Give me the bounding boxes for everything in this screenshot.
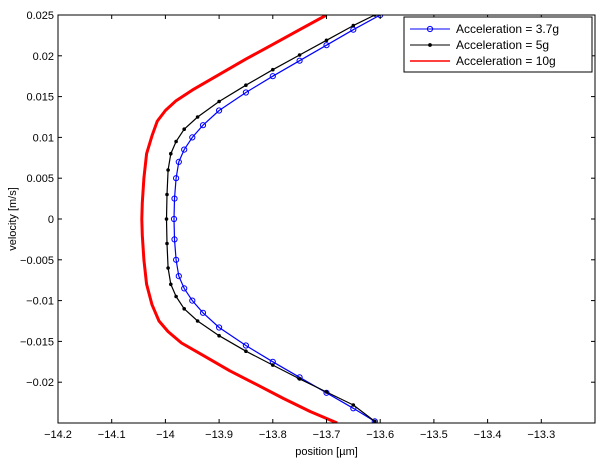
- y-tick-label: 0.025: [26, 10, 54, 22]
- y-tick-label: 0.015: [26, 92, 54, 104]
- y-tick-label: −0.015: [20, 336, 54, 348]
- series-2-point-3: [297, 53, 302, 57]
- series-1-point-11: [173, 175, 180, 182]
- legend-marker-5g: [428, 43, 432, 47]
- legend-label-3-7g: Acceleration = 3.7g: [456, 22, 559, 36]
- series-1-point-9: [181, 146, 188, 153]
- series-1-point-26: [371, 418, 378, 423]
- y-tick-label: −0.005: [20, 255, 54, 267]
- series-2-point-2: [324, 38, 329, 43]
- legend-entry-3: Acceleration = 10g: [410, 54, 556, 68]
- x-axis-title: position [µm]: [295, 446, 358, 458]
- series-2-point-9: [174, 139, 178, 144]
- series-1-point-14: [171, 236, 178, 243]
- series-2-point-12: [165, 192, 169, 197]
- series-line-3: [140, 15, 338, 423]
- series-2-point-11: [166, 168, 170, 172]
- series-layer: [140, 15, 384, 423]
- series-1-point-4: [269, 73, 276, 80]
- x-tick-label: −13.5: [420, 429, 448, 441]
- series-1-point-7: [199, 122, 207, 129]
- y-tick-label: −0.01: [26, 296, 54, 308]
- series-2-point-24: [324, 390, 329, 394]
- x-tick-label: −14: [156, 429, 175, 441]
- series-1-point-20: [216, 324, 223, 331]
- legend: Acceleration = 3.7g Acceleration = 5g Ac…: [403, 16, 593, 73]
- x-tick-label: −13.9: [205, 429, 233, 441]
- series-1-point-8: [189, 134, 196, 141]
- series-1-point-19: [199, 309, 207, 316]
- y-axis-title: velocity [m/s]: [7, 187, 19, 251]
- series-2-point-17: [174, 294, 178, 299]
- series-2-point-13: [164, 217, 169, 221]
- x-tick-label: −13.4: [474, 429, 502, 441]
- series-2-point-6: [217, 99, 221, 104]
- legend-marker-3-7g: [426, 25, 434, 33]
- y-tick-label: −0.02: [26, 377, 54, 389]
- legend-label-10g: Acceleration = 10g: [456, 54, 556, 68]
- series-2-point-22: [271, 363, 275, 367]
- x-tick-label: −14.2: [44, 429, 72, 441]
- series-2-point-1: [351, 23, 356, 28]
- y-tick-label: 0.005: [26, 173, 54, 185]
- series-2-point-15: [166, 266, 170, 270]
- y-tick-label: 0.01: [33, 132, 54, 144]
- series-2-point-16: [169, 282, 173, 287]
- series-1-point-10: [175, 158, 182, 165]
- x-tick-label: −13.8: [259, 429, 287, 441]
- y-tick-label: 0: [48, 214, 54, 226]
- series-2-point-18: [182, 307, 186, 311]
- tick-layer: −14.2 −14.1 −14 −13.9 −13.8 −13.7 −13.6 −13.5 −1…: [20, 10, 595, 441]
- x-tick-label: −14.1: [98, 429, 126, 441]
- series-1-point-21: [242, 342, 249, 349]
- y-tick-label: 0.02: [33, 51, 54, 63]
- series-1-point-13: [170, 215, 178, 223]
- series-line-1: [173, 15, 381, 422]
- series-2-point-23: [297, 377, 302, 381]
- legend-box: [403, 16, 593, 73]
- series-2-point-10: [169, 151, 173, 156]
- series-1-point-18: [189, 297, 196, 304]
- series-2-point-25: [351, 403, 356, 407]
- series-1-point-16: [175, 273, 182, 280]
- series-2-point-14: [165, 241, 169, 246]
- series-1-point-15: [173, 256, 180, 263]
- series-2-point-4: [271, 67, 275, 72]
- series-2-point-8: [182, 127, 186, 131]
- x-tick-label: −13.7: [313, 429, 341, 441]
- series-1-point-2: [323, 42, 330, 49]
- legend-entry-1: Acceleration = 3.7g: [410, 22, 559, 36]
- legend-label-5g: Acceleration = 5g: [456, 38, 549, 52]
- series-2-point-26: [373, 419, 377, 423]
- legend-entry-2: Acceleration = 5g: [410, 38, 549, 52]
- series-1-point-12: [171, 195, 178, 202]
- series-2-point-19: [195, 319, 200, 323]
- series-2-point-20: [217, 333, 221, 338]
- series-2-point-7: [195, 115, 200, 119]
- series-2-point-5: [244, 83, 248, 87]
- series-2-point-21: [244, 349, 248, 354]
- series-1-point-6: [216, 107, 223, 114]
- series-1-point-3: [296, 57, 303, 64]
- x-tick-label: −13.6: [366, 429, 394, 441]
- x-tick-label: −13.3: [527, 429, 555, 441]
- series-1-point-17: [181, 285, 188, 292]
- series-1-point-5: [242, 89, 249, 96]
